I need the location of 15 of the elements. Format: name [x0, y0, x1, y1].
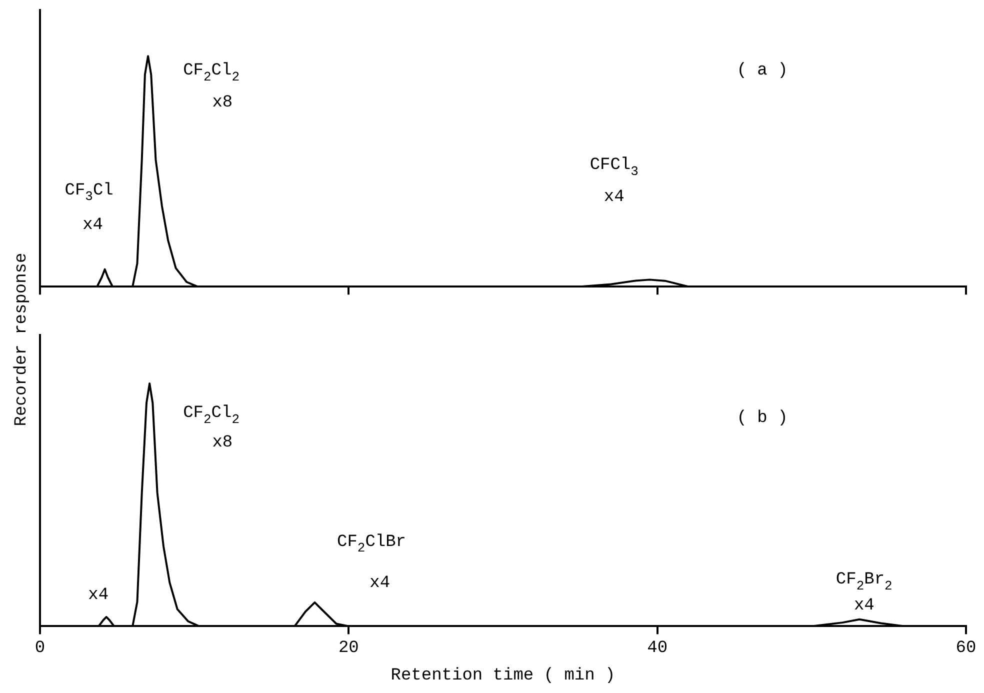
annotation: ( b ) — [736, 409, 788, 428]
x-tick-label: 60 — [956, 638, 976, 658]
x-axis-title: Retention time ( min ) — [390, 666, 616, 686]
annotation: x4 — [854, 596, 874, 616]
annotation: x8 — [212, 433, 233, 452]
annotation: x4 — [88, 586, 109, 606]
x-tick-label: 40 — [647, 638, 668, 658]
x-tick-label: 0 — [34, 638, 46, 658]
annotation: x8 — [212, 94, 233, 113]
annotation: ( a ) — [736, 61, 788, 80]
y-axis-title: Recorder response — [12, 252, 32, 428]
x-tick-label: 20 — [338, 638, 359, 658]
annotation: x4 — [82, 216, 103, 235]
annotation: x4 — [370, 574, 390, 594]
annotation: x4 — [604, 188, 624, 208]
